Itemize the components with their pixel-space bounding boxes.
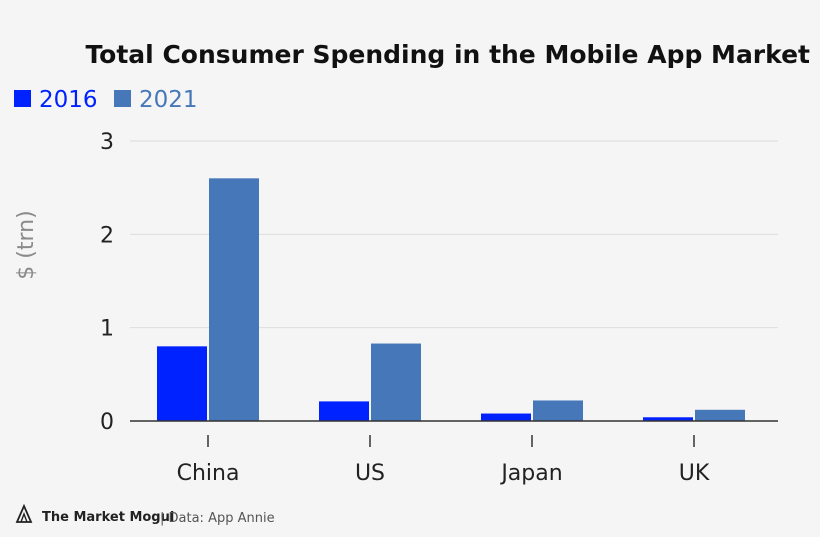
- footer-brand: The Market Mogul: [42, 510, 174, 525]
- footer-source: | Data: App Annie: [160, 511, 275, 526]
- x-tick-label-uk: UK: [679, 461, 710, 486]
- chart-title: Total Consumer Spending in the Mobile Ap…: [85, 40, 810, 69]
- x-tick-label-japan: Japan: [499, 461, 562, 486]
- bar-japan-2016: [481, 413, 531, 421]
- legend-label-2016: 2016: [39, 87, 98, 113]
- bar-japan-2021: [533, 400, 583, 421]
- y-tick-label-0: 0: [100, 410, 114, 435]
- bar-uk-2021: [695, 409, 745, 421]
- y-tick-label-1: 1: [100, 317, 114, 342]
- legend-swatch-2021: [114, 90, 131, 107]
- footer: The Market Mogul | Data: App Annie: [15, 503, 275, 526]
- bar-uk-2016: [643, 417, 693, 421]
- legend: 2016 2021: [14, 87, 198, 113]
- legend-swatch-2016: [14, 90, 31, 107]
- bar-us-2021: [371, 343, 421, 421]
- x-tick-label-china: China: [177, 461, 240, 486]
- bar-china-2016: [157, 346, 207, 421]
- y-axis-ticks: 0 1 2 3: [100, 130, 114, 435]
- y-tick-label-2: 2: [100, 223, 114, 248]
- y-tick-label-3: 3: [100, 130, 114, 155]
- market-mogul-logo-icon: [15, 503, 33, 523]
- legend-label-2021: 2021: [139, 87, 198, 113]
- y-axis-label: $ (trn): [14, 210, 39, 279]
- bar-china-2021: [209, 178, 259, 421]
- bars: [157, 178, 745, 421]
- bar-us-2016: [319, 401, 369, 421]
- x-axis: China US Japan UK: [130, 420, 778, 486]
- x-tick-label-us: US: [355, 461, 385, 486]
